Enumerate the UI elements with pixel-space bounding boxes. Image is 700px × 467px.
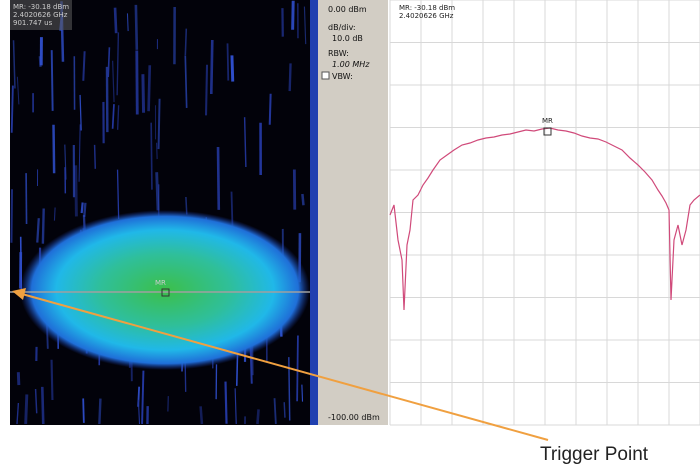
rbw-label: RBW:	[328, 49, 349, 58]
noise-streak	[78, 124, 81, 182]
noise-streak	[273, 398, 277, 425]
noise-streak	[82, 51, 86, 81]
scale-label: dB/div:	[328, 23, 356, 32]
noise-streak	[80, 202, 84, 214]
noise-streak	[53, 207, 56, 221]
noise-streak	[107, 47, 111, 78]
noise-streak	[184, 28, 188, 56]
noise-streak	[199, 406, 204, 425]
noise-streak	[41, 386, 45, 425]
noise-streak	[230, 55, 235, 82]
noise-streak	[16, 76, 20, 105]
noise-streak	[10, 189, 14, 243]
noise-streak	[34, 388, 38, 414]
annotation-arrow	[21, 293, 549, 441]
noise-streak	[141, 370, 145, 424]
bottom-level: -100.00 dBm	[328, 413, 380, 422]
noise-streak	[137, 399, 141, 425]
marker	[543, 127, 552, 136]
noise-streak	[303, 6, 307, 45]
noise-streak	[36, 218, 40, 243]
noise-streak	[126, 13, 129, 32]
vbw-checkbox[interactable]	[321, 71, 330, 80]
readout: MR: -30.18 dBm	[13, 3, 69, 11]
noise-streak	[226, 43, 230, 81]
noise-streak	[147, 65, 152, 112]
arrow-head	[12, 288, 26, 300]
noise-streak	[291, 0, 295, 30]
noise-streak	[116, 32, 120, 96]
noise-streak	[16, 402, 20, 425]
noise-streak	[156, 142, 158, 160]
noise-streak	[209, 40, 214, 95]
noise-streak	[112, 60, 115, 103]
noise-streak	[157, 98, 161, 150]
noise-streak	[116, 105, 120, 130]
noise-streak	[98, 398, 102, 425]
noise-streak	[41, 208, 45, 244]
noise-streak	[216, 146, 221, 210]
noise-streak	[256, 409, 260, 425]
noise-streak	[24, 394, 29, 425]
noise-streak	[111, 104, 115, 129]
signal-burst	[20, 210, 310, 370]
noise-streak	[113, 7, 118, 34]
noise-streak	[301, 384, 304, 402]
noise-streak	[16, 372, 21, 386]
noise-streak	[243, 117, 247, 168]
noise-streak	[296, 335, 299, 402]
marker	[161, 288, 170, 297]
noise-streak	[74, 165, 78, 217]
settings-panel	[318, 0, 388, 425]
readout: 901.747 us	[13, 19, 53, 27]
noise-streak	[234, 388, 237, 425]
noise-streak	[283, 402, 286, 418]
readout: MR: -30.18 dBm	[399, 4, 455, 12]
readout-box	[10, 0, 72, 30]
marker-label: MR	[542, 117, 553, 125]
noise-streak	[50, 50, 54, 111]
grid	[389, 0, 700, 426]
noise-streak	[155, 172, 160, 211]
noise-streak	[12, 40, 16, 89]
annotation: Trigger Point	[540, 444, 649, 465]
noise-streak	[141, 74, 146, 113]
noise-streak	[301, 193, 305, 206]
noise-streak	[224, 381, 228, 424]
noise-streak	[268, 93, 272, 125]
noise-streak	[83, 202, 87, 217]
noise-streak	[82, 398, 85, 423]
noise-streak	[10, 85, 14, 133]
readout: 2.4020626 GHz	[13, 11, 68, 19]
noise-streak	[79, 94, 82, 131]
noise-streak	[204, 64, 209, 116]
noise-streak	[134, 4, 139, 50]
ref-level: 0.00 dBm	[328, 5, 367, 14]
noise-streak	[52, 124, 56, 174]
rbw-value: 1.00 MHz	[332, 60, 370, 69]
noise-streak	[150, 122, 153, 190]
scale-value: 10.0 dB	[332, 34, 363, 43]
noise-streak	[50, 359, 54, 401]
noise-streak	[184, 55, 188, 108]
noise-streak	[288, 63, 292, 92]
noise-streak	[93, 144, 97, 169]
noise-streak	[288, 357, 291, 421]
vbw-label: VBW:	[332, 72, 353, 81]
noise-streak	[116, 169, 120, 220]
divider	[310, 0, 318, 425]
readout: 2.4020626 GHz	[399, 12, 454, 20]
marker-label: MR	[155, 279, 166, 287]
noise-streak	[38, 56, 42, 68]
